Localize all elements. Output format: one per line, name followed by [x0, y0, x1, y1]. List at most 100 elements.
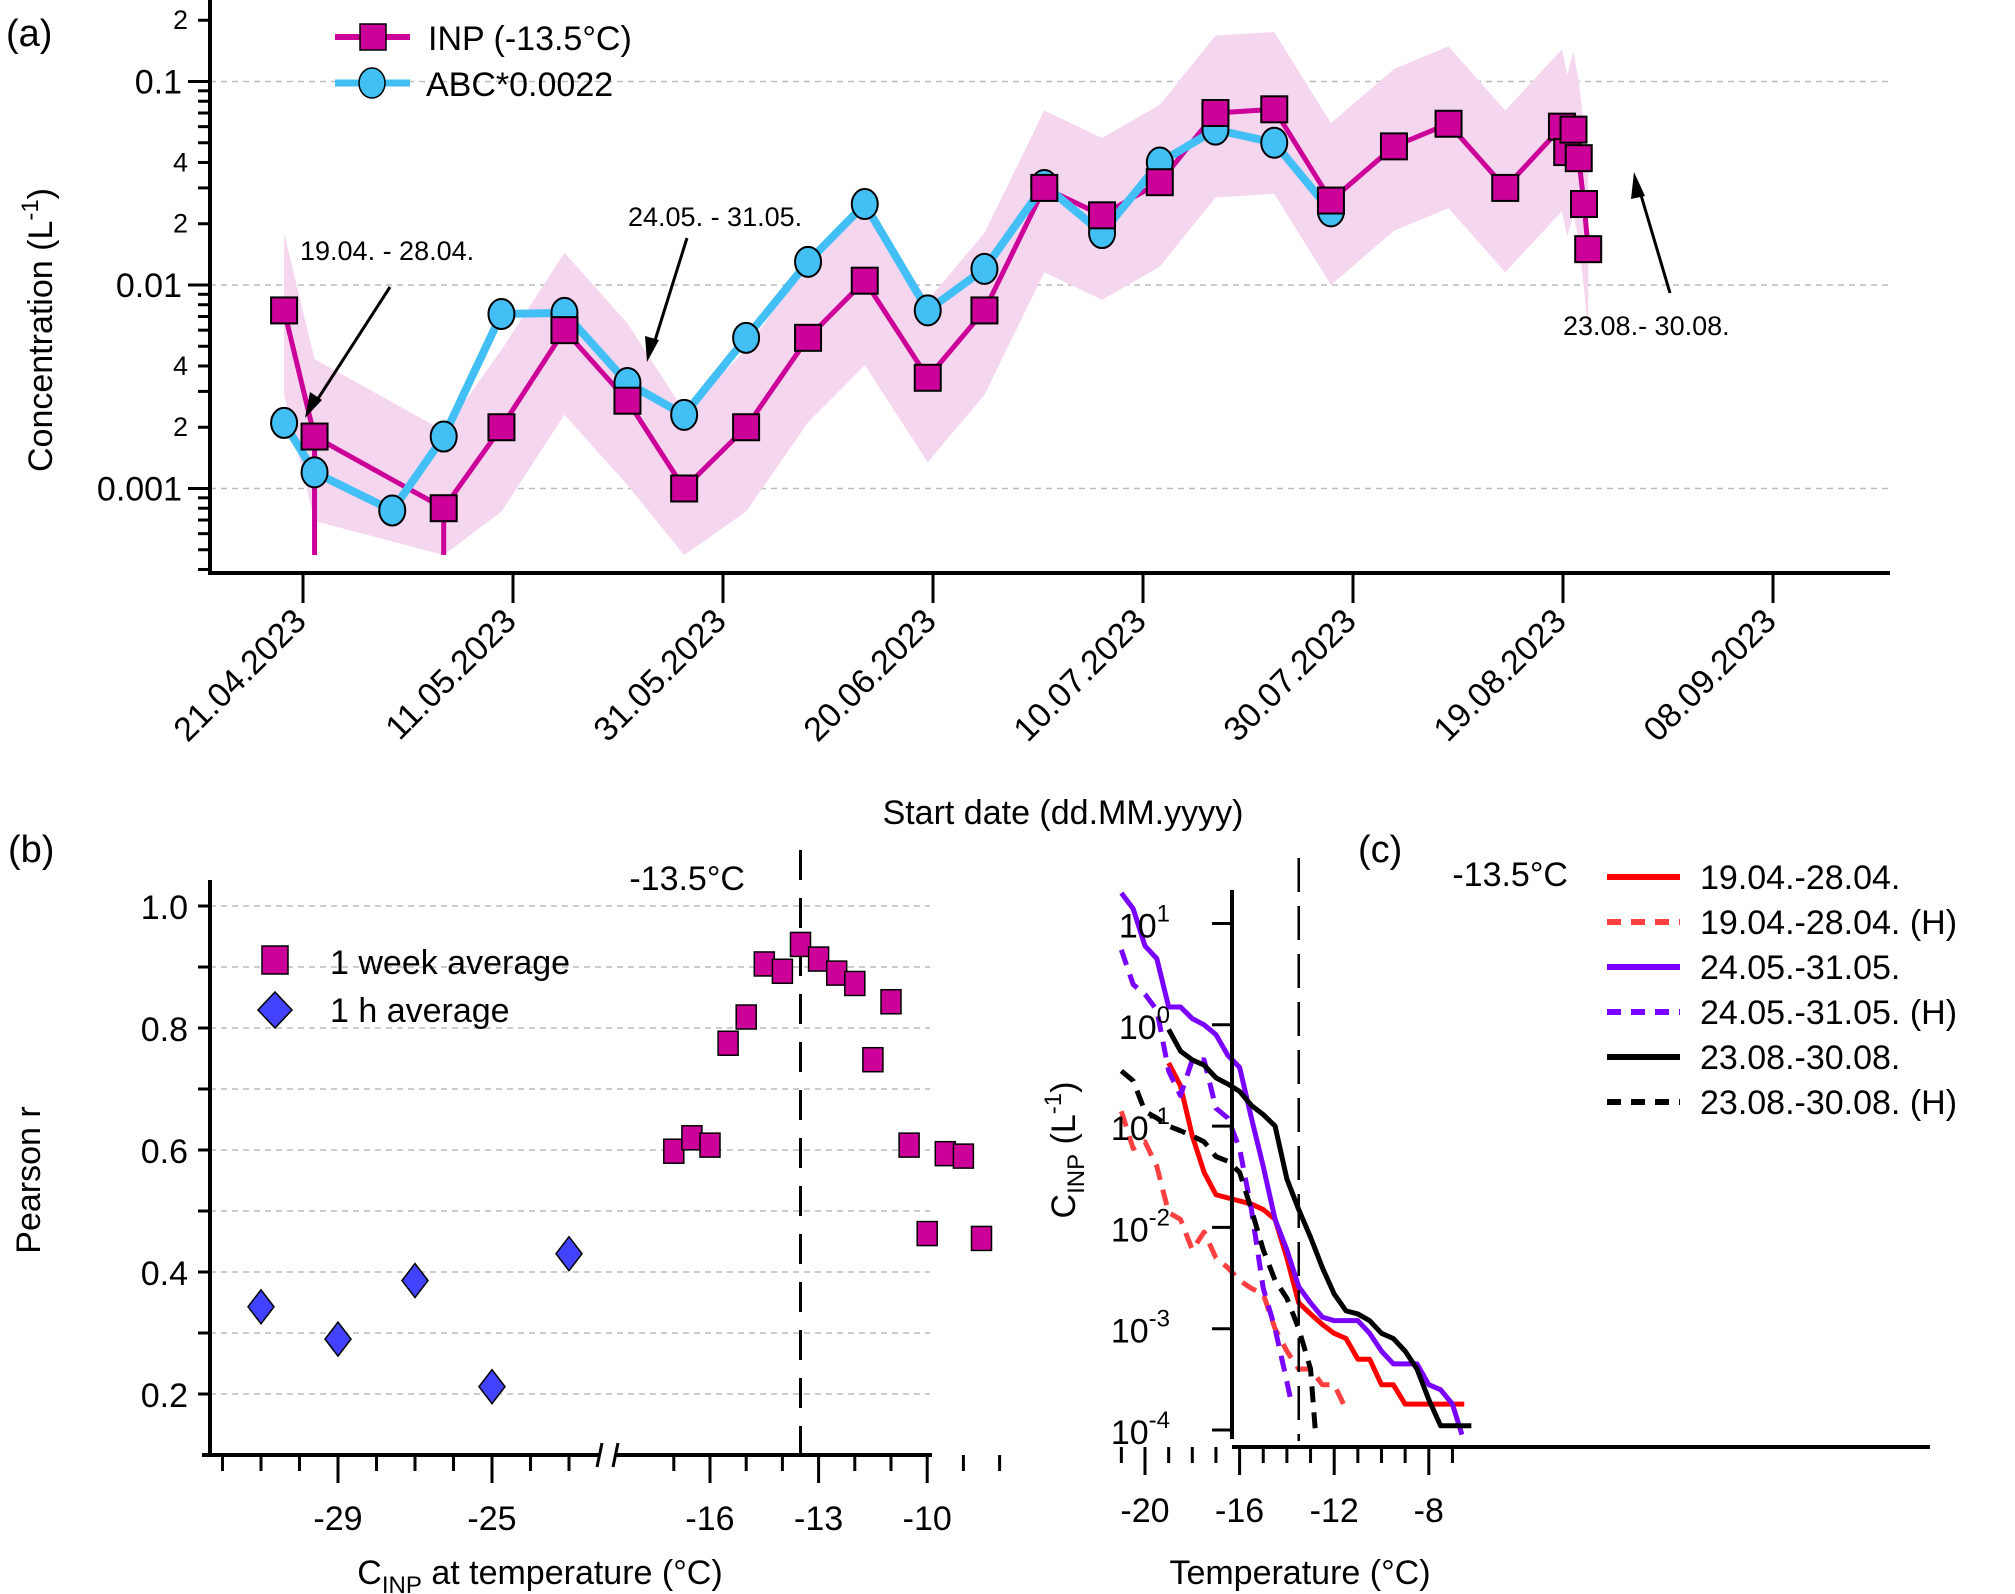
y-tick-label: 10-1: [1111, 1103, 1170, 1148]
week-average-point: [717, 1030, 739, 1056]
axis-break-mark: [611, 1442, 620, 1468]
inp-point: [1564, 144, 1593, 173]
x-tick-label: 30.07.2023: [1216, 602, 1363, 749]
panel-a: (a) 0.001 0.01 0.1 2 4 2 4 2 21.04.2023 11.05.202…: [6, 0, 1890, 832]
legend-square-marker: [359, 23, 387, 51]
x-tick-label: 31.05.2023: [586, 602, 733, 749]
axis-break-mark: [595, 1442, 604, 1468]
hour-average-point: [478, 1368, 506, 1405]
legend-inp-label: INP (-13.5°C): [428, 20, 632, 58]
y-tick-label: 10-3: [1111, 1306, 1170, 1351]
y-tick-label: 101: [1119, 901, 1170, 946]
hour-average-point: [324, 1320, 352, 1358]
legend-label-3: 24.05.-31.05.: [1700, 949, 1900, 987]
y-tick-label: 0.1: [135, 64, 182, 102]
y-tick-label: 0.4: [141, 1255, 188, 1293]
series-line-4: [1118, 948, 1295, 1405]
x-tick-label: -10: [903, 1500, 952, 1538]
y-tick-label: 0.8: [141, 1011, 188, 1049]
inp-point: [1030, 173, 1059, 202]
y-minor-tick-label: 4: [173, 147, 188, 177]
x-tick-label: -25: [467, 1500, 516, 1538]
panel-b-legend: 1 week average 1 h average: [256, 944, 570, 1030]
inp-point: [913, 363, 942, 392]
week-average-point: [663, 1138, 685, 1164]
hour-average-point: [401, 1262, 429, 1299]
y-tick-label: 0.2: [141, 1377, 188, 1415]
abc-point: [429, 420, 458, 453]
panel-a-label: (a): [6, 13, 52, 55]
inp-point: [1145, 168, 1174, 197]
inp-point: [670, 474, 699, 503]
week-average-point: [862, 1046, 884, 1073]
week-average-point: [789, 931, 812, 958]
abc-point: [794, 245, 823, 278]
y-minor-tick-label: 2: [173, 412, 188, 442]
week-average-point: [699, 1132, 721, 1158]
abc-point: [970, 252, 999, 285]
week-average-point: [807, 946, 830, 972]
legend-week-label: 1 week average: [330, 944, 570, 982]
x-tick-label: -16: [685, 1500, 734, 1538]
inp-point: [487, 413, 516, 442]
inp-point: [429, 494, 458, 523]
week-average-point: [952, 1143, 975, 1169]
inp-point: [1201, 99, 1230, 128]
x-tick-label: -20: [1120, 1492, 1169, 1530]
series-line-5: [1166, 1028, 1472, 1429]
week-average-point: [916, 1220, 938, 1247]
x-tick-label: -16: [1215, 1492, 1264, 1530]
legend-square-marker: [261, 945, 289, 975]
legend-label-6: 23.08.-30.08. (H): [1700, 1084, 1957, 1122]
inp-point: [1434, 109, 1463, 138]
x-tick-label: 19.08.2023: [1426, 602, 1573, 749]
inp-point: [794, 323, 823, 352]
panel-b-vline-label: -13.5°C: [629, 860, 745, 898]
abc-point: [732, 321, 761, 354]
inp-point: [613, 386, 642, 415]
abc-point: [913, 294, 942, 327]
annotation-1: 19.04. - 28.04.: [300, 236, 474, 266]
inp-point: [1316, 186, 1345, 215]
inp-point: [850, 266, 879, 295]
week-average-point: [844, 970, 866, 997]
inp-point: [1379, 132, 1408, 161]
y-tick-label: 1.0: [141, 889, 188, 927]
legend-abc-label: ABC*0.0022: [426, 66, 613, 104]
panel-b-label: (b): [8, 829, 54, 871]
panel-c-legend: 19.04.-28.04. 19.04.-28.04. (H) 24.05.-31.…: [1607, 859, 1957, 1122]
week-average-point: [880, 989, 902, 1015]
abc-point: [487, 298, 516, 331]
panel-a-annotations: 19.04. - 28.04. 24.05. - 31.05. 23.08.- …: [300, 172, 1730, 418]
x-tick-label: -29: [313, 1500, 362, 1538]
legend-label-4: 24.05.-31.05. (H): [1700, 994, 1957, 1032]
x-tick-label: 20.06.2023: [796, 602, 943, 749]
inp-point: [1559, 115, 1588, 144]
y-tick-label: 0.6: [141, 1133, 188, 1171]
y-tick-label: 10-2: [1111, 1204, 1170, 1249]
week-average-point: [898, 1132, 920, 1158]
week-average-point: [735, 1004, 757, 1030]
legend-label-1: 19.04.-28.04.: [1700, 859, 1900, 897]
series-line-1: [1166, 1061, 1465, 1407]
inp-point: [732, 413, 761, 442]
legend-label-5: 23.08.-30.08.: [1700, 1039, 1900, 1077]
inp-point: [1574, 235, 1603, 264]
panel-c-y-axis-label: CINP (L-1): [1040, 1082, 1090, 1219]
annotation-3: 23.08.- 30.08.: [1563, 311, 1730, 341]
x-tick-label: -13: [794, 1500, 843, 1538]
legend-circle-marker: [358, 67, 386, 99]
x-tick-label: 08.09.2023: [1636, 602, 1783, 749]
panel-b-x-axis-label: CINP at temperature (°C): [357, 1554, 722, 1594]
inp-point: [550, 316, 579, 345]
x-tick-label: 10.07.2023: [1006, 602, 1153, 749]
panel-a-y-axis-label: Concentration (L-1): [17, 188, 60, 472]
y-tick-label: 0.01: [116, 267, 182, 305]
panel-b-y-axis-label: Pearson r: [10, 1106, 48, 1253]
abc-point: [670, 398, 699, 431]
panel-a-x-axis-label: Start date (dd.MM.yyyy): [883, 794, 1244, 832]
week-average-point: [934, 1140, 957, 1167]
inp-point: [970, 296, 999, 325]
legend-label-2: 19.04.-28.04. (H): [1700, 904, 1957, 942]
abc-point: [1260, 126, 1289, 159]
